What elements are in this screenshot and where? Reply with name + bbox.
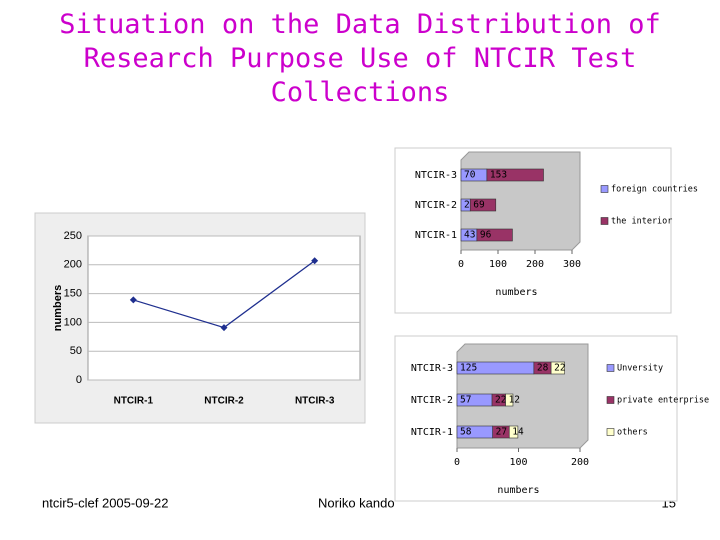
data-label: 22 [554,363,565,374]
bar-segment [486,168,544,182]
y-axis-label: numbers [52,285,64,331]
y-tick-label: NTCIR-1 [411,427,453,438]
y-tick-label: NTCIR-3 [415,170,457,181]
x-tick-label: NTCIR-2 [204,396,244,407]
legend-label: foreign countries [611,185,698,195]
legend-swatch [600,217,609,225]
data-label: 58 [460,427,472,438]
legend-swatch [606,428,615,436]
x-tick-label: NTCIR-1 [114,396,154,407]
y-tick-label: NTCIR-3 [411,363,453,374]
legend-label: others [617,428,648,438]
point [311,257,319,265]
data-label: 22 [495,395,506,406]
legend-swatch [606,396,615,404]
data-label: 25 [464,200,475,211]
x-tick-label: NTCIR-3 [295,396,335,407]
y-tick-label: 100 [64,316,82,328]
x-axis-label: numbers [495,287,537,298]
data-label: 27 [496,427,507,438]
y-tick-label: 200 [64,259,82,271]
legend-label: the interior [611,217,672,227]
point [129,296,137,304]
legend-swatch [606,364,615,372]
bar-segment [550,361,565,375]
x-tick-label: 0 [454,457,460,468]
data-label: 28 [537,363,549,374]
bar-segment [469,198,497,212]
y-tick-label: NTCIR-2 [411,395,453,406]
point [220,324,228,332]
x-axis-label: numbers [497,485,539,496]
y-tick-label: 250 [64,230,82,242]
data-label: 69 [473,200,485,211]
x-tick-label: 0 [458,259,464,270]
data-label: 57 [460,395,471,406]
data-label: 153 [490,170,507,181]
slide-title: Situation on the Data Distribution of Re… [59,9,661,108]
y-tick-label: NTCIR-2 [415,200,457,211]
y-tick-label: 150 [64,288,82,300]
data-label: 70 [464,170,476,181]
legend-label: Unversity [617,364,663,374]
footer-left: ntcir5-clef 2005-09-22 [42,495,168,510]
bar-segment [476,228,513,242]
plot-area [87,235,361,381]
data-label: 14 [512,427,524,438]
x-tick-label: 300 [563,259,581,270]
bar-segment [508,425,519,439]
x-tick-label: 200 [526,259,544,270]
x-tick-label: 100 [489,259,507,270]
data-label: 43 [464,230,475,241]
y-tick-label: 50 [70,345,82,357]
x-tick-label: 200 [571,457,589,468]
y-tick-label: 0 [76,374,82,386]
legend-label: private enterprise [617,396,709,406]
legend-swatch [600,185,609,193]
footer-center: Noriko kando [318,495,395,510]
data-label: 125 [460,363,477,374]
data-label: 96 [480,230,492,241]
bar-segment [505,393,514,407]
y-tick-label: NTCIR-1 [415,230,457,241]
data-label: 12 [509,395,520,406]
x-tick-label: 100 [509,457,527,468]
